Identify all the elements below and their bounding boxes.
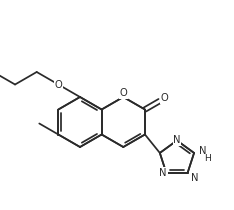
Text: N: N	[173, 135, 181, 145]
Text: O: O	[55, 80, 62, 89]
Text: O: O	[119, 88, 127, 98]
Text: H: H	[204, 154, 211, 163]
Text: O: O	[161, 93, 168, 103]
Text: N: N	[199, 146, 207, 156]
Text: N: N	[191, 172, 198, 182]
Text: N: N	[159, 168, 167, 177]
